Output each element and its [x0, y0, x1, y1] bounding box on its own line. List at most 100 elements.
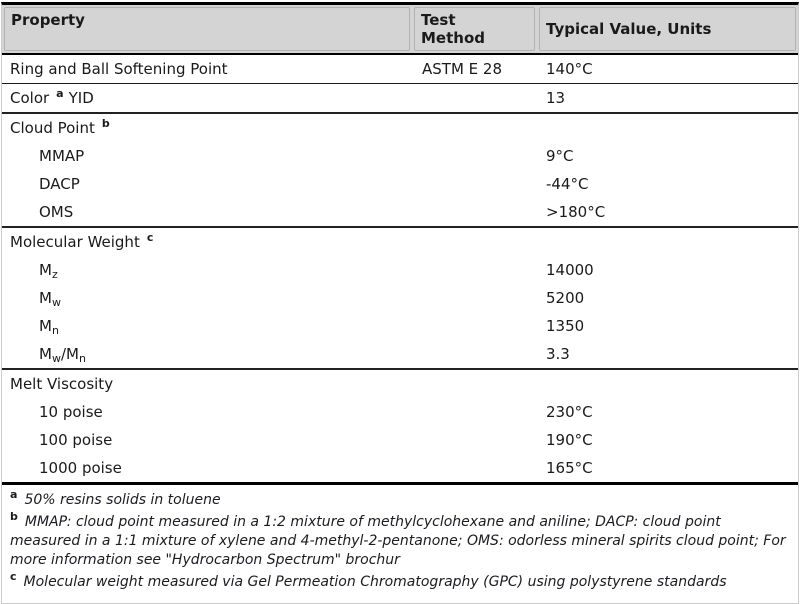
table-row: Ring and Ball Softening Point ASTM E 28 14…	[2, 55, 798, 84]
typical-value-cell: >180°C	[546, 203, 606, 221]
table-body: Ring and Ball Softening Point ASTM E 28 14…	[2, 55, 798, 485]
footnote-marker: c	[10, 570, 17, 584]
property-label: /M	[60, 345, 79, 363]
table-row: Color a YID 13	[2, 84, 798, 114]
test-method-cell	[412, 370, 535, 398]
property-label: M	[39, 345, 52, 363]
footnote: c Molecular weight measured via Gel Perme…	[10, 570, 790, 592]
property-cell: Mz	[2, 256, 412, 284]
test-method-cell	[412, 142, 535, 170]
typical-value-cell	[535, 228, 798, 256]
property-label: 1000 poise	[39, 459, 122, 477]
test-method-cell	[412, 312, 535, 340]
property-label: YID	[68, 89, 94, 107]
property-label: 100 poise	[39, 431, 113, 449]
property-label: Cloud Point	[10, 119, 95, 137]
test-method-cell	[412, 398, 535, 426]
property-cell: 1000 poise	[2, 454, 412, 482]
test-method-cell: ASTM E 28	[422, 60, 502, 78]
table-row: Molecular Weight c	[2, 228, 798, 256]
table-row: 1000 poise 165°C	[2, 454, 798, 485]
typical-value-cell	[535, 114, 798, 142]
property-label: M	[39, 261, 52, 279]
table-row: Mn 1350	[2, 312, 798, 340]
property-label: 10 poise	[39, 403, 103, 421]
column-header-typical-value: Typical Value, Units	[539, 7, 796, 51]
property-cell: OMS	[2, 198, 412, 226]
test-method-cell	[412, 454, 535, 482]
footnote: b MMAP: cloud point measured in a 1:2 mix…	[10, 510, 790, 570]
test-method-cell	[412, 426, 535, 454]
column-header-property-label: Property	[11, 11, 85, 29]
subscript-text: n	[51, 324, 59, 337]
footnote-marker-ref: c	[146, 231, 154, 244]
test-method-cell	[412, 84, 535, 112]
property-label: Molecular Weight	[10, 233, 140, 251]
typical-value-cell: 165°C	[546, 459, 593, 477]
property-label: Ring and Ball Softening Point	[10, 60, 228, 78]
footnote-marker: b	[10, 510, 18, 524]
footnote-marker-ref: a	[56, 87, 64, 100]
property-label: DACP	[39, 175, 80, 193]
table-row: 100 poise 190°C	[2, 426, 798, 454]
test-method-cell	[412, 228, 535, 256]
table-row: Mz 14000	[2, 256, 798, 284]
footnotes-section: a 50% resins solids in toluene b MMAP: clou…	[2, 485, 798, 603]
footnote-marker: a	[10, 488, 18, 502]
property-cell: Mn	[2, 312, 412, 340]
typical-value-cell: 230°C	[546, 403, 593, 421]
footnote-marker-ref: b	[101, 117, 110, 130]
test-method-cell	[412, 256, 535, 284]
table-row: Mw/Mn 3.3	[2, 340, 798, 370]
property-label: M	[39, 289, 52, 307]
property-cell: 10 poise	[2, 398, 412, 426]
subscript-text: w	[51, 296, 61, 309]
property-cell: DACP	[2, 170, 412, 198]
typical-value-cell: 14000	[546, 261, 594, 279]
test-method-cell	[412, 114, 535, 142]
typical-value-cell	[535, 370, 798, 398]
typical-value-cell: -44°C	[546, 175, 589, 193]
column-header-test-method-line1: Test	[421, 11, 456, 29]
property-cell: 100 poise	[2, 426, 412, 454]
table-row: 10 poise 230°C	[2, 398, 798, 426]
table-header-row: Property Test Method Typical Value, Unit…	[2, 5, 798, 55]
typical-value-cell: 190°C	[546, 431, 593, 449]
table-row: Melt Viscosity	[2, 370, 798, 398]
typical-value-cell: 1350	[546, 317, 585, 335]
property-cell: Melt Viscosity	[2, 370, 412, 398]
footnote-text: Molecular weight measured via Gel Permea…	[23, 574, 727, 590]
table-row: OMS >180°C	[2, 198, 798, 228]
test-method-cell	[412, 170, 535, 198]
property-cell: Molecular Weight c	[2, 228, 412, 256]
property-label: Melt Viscosity	[10, 375, 114, 393]
column-header-test-method-line2: Method	[421, 29, 485, 47]
column-header-typical-value-label: Typical Value, Units	[546, 20, 712, 38]
property-label: MMAP	[39, 147, 85, 165]
table-row: Cloud Point b	[2, 114, 798, 142]
test-method-cell	[412, 284, 535, 312]
subscript-text: z	[51, 268, 58, 281]
typical-value-cell: 3.3	[546, 345, 570, 363]
footnote-text: 50% resins solids in toluene	[24, 492, 221, 508]
property-label: OMS	[39, 203, 74, 221]
subscript-text: n	[78, 352, 86, 365]
property-cell: Color a YID	[2, 84, 412, 112]
table-row: Mw 5200	[2, 284, 798, 312]
property-label: Color	[10, 89, 50, 107]
property-cell: Ring and Ball Softening Point	[2, 55, 412, 83]
typical-value-cell: 140°C	[546, 60, 593, 78]
property-label: M	[39, 317, 52, 335]
subscript-text: w	[51, 352, 61, 365]
column-header-property: Property	[4, 7, 410, 51]
property-cell: MMAP	[2, 142, 412, 170]
footnote: a 50% resins solids in toluene	[10, 488, 790, 510]
table-row: DACP -44°C	[2, 170, 798, 198]
typical-value-cell: 13	[546, 89, 566, 107]
typical-value-cell: 9°C	[546, 147, 574, 165]
table-row: MMAP 9°C	[2, 142, 798, 170]
property-cell: Mw/Mn	[2, 340, 412, 368]
test-method-cell	[412, 198, 535, 226]
